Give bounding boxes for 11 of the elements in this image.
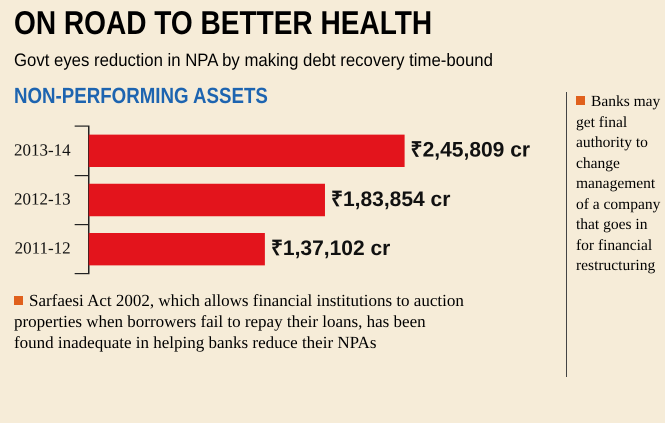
- data-label: ₹1,83,854 cr: [330, 188, 450, 211]
- data-label: ₹1,37,102 cr: [270, 236, 390, 260]
- text: Banks may get final authority to change management of a company that goes in for financial restructuring: [576, 93, 660, 274]
- y-tick-label: 2013-14: [14, 140, 72, 160]
- chart-subtitle: Govt eyes reduction in NPA by making debt recovery time-bound: [14, 50, 493, 71]
- text: Sarfaesi Act 2002, which allows financial institutions to auction properties when borrowers fail to repay their loans, has been found inadequate in helping banks reduce their NPAs: [14, 290, 465, 353]
- y-tick-label: 2012-13: [14, 189, 71, 208]
- y-axis-title: NON-PERFORMING ASSETS: [14, 83, 268, 109]
- y-tick-label: 2011-12: [14, 238, 71, 258]
- data-label: ₹2,45,809 cr: [410, 138, 530, 162]
- chart-title: ON ROAD TO BETTER HEALTH: [14, 4, 432, 42]
